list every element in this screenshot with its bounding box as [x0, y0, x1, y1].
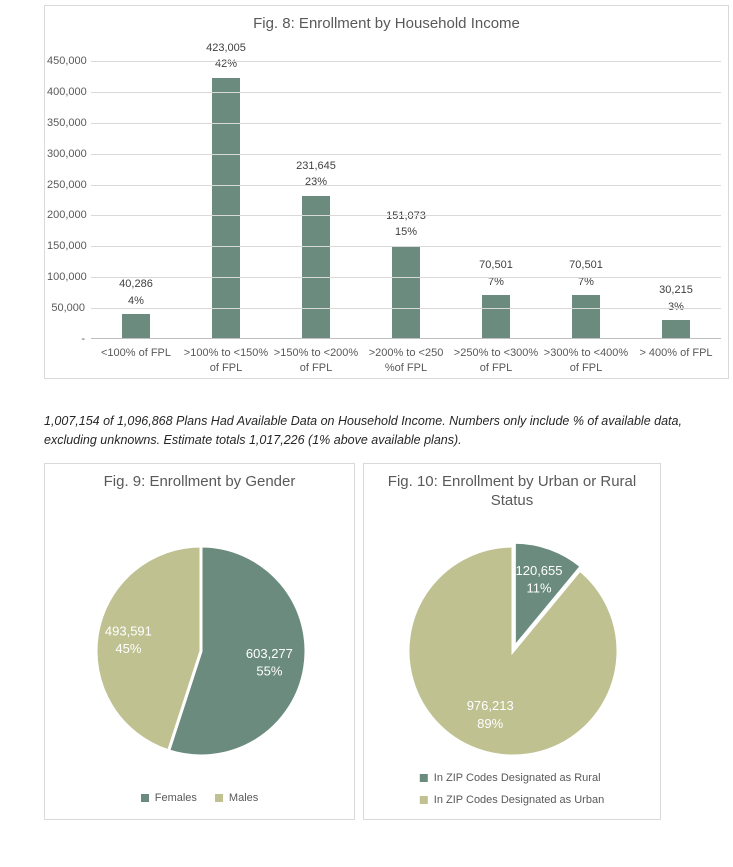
- y-tick-label: 200,000: [47, 209, 87, 222]
- x-axis-line: [91, 338, 721, 339]
- pie-slice-1: [166, 544, 308, 758]
- gridline: [91, 61, 721, 62]
- fig10-legend: In ZIP Codes Designated as Rural In ZIP C…: [419, 772, 605, 806]
- pie-data-label: 603,277 55%: [246, 646, 293, 679]
- bar-slot: 40,286 4%: [91, 61, 181, 339]
- y-tick-label: 250,000: [47, 178, 87, 191]
- y-tick-label: -: [81, 333, 85, 345]
- legend-swatch: [140, 794, 149, 802]
- bar-value-label: 40,286 4%: [119, 278, 153, 307]
- legend-label: In ZIP Codes Designated as Rural: [433, 772, 601, 784]
- bar-slot: 70,501 7%: [541, 61, 631, 339]
- bar-value-label: 151,073 15%: [386, 209, 426, 239]
- bar-value-label: 70,501 7%: [479, 259, 513, 288]
- pie-slice-2: [94, 544, 203, 753]
- fig8-x-axis: <100% of FPL >100% to <150% of FPL >150% t…: [91, 346, 721, 377]
- legend-label: In ZIP Codes Designated as Urban: [433, 794, 605, 806]
- fig8-title: Fig. 8: Enrollment by Household Income: [253, 15, 520, 32]
- fig9-pie-chart: Fig. 9: Enrollment by Gender 603,277 55% 4…: [44, 463, 355, 820]
- pie-slice-1: [512, 541, 584, 652]
- x-category-label: > 400% of FPL: [639, 347, 713, 359]
- gridline: [91, 277, 721, 279]
- bar-6: [572, 295, 600, 339]
- fig9-pie-graphic: 603,277 55% 493,591 45%: [94, 544, 308, 758]
- footnote-text: 1,007,154 of 1,096,868 Plans Had Availab…: [44, 414, 682, 448]
- y-tick-label: 350,000: [47, 116, 87, 129]
- gridline: [91, 184, 721, 186]
- bar-slot: 423,005 42%: [181, 42, 271, 339]
- fig10-pie-chart: Fig. 10: Enrollment by Urban or Rural St…: [363, 463, 661, 820]
- fig8-bar-chart: Fig. 8: Enrollment by Household Income -…: [44, 5, 729, 379]
- legend-label: Females: [154, 792, 197, 804]
- bar-7: [662, 320, 690, 339]
- x-category-label: <100% of FPL: [100, 347, 172, 359]
- legend-item: Females: [140, 792, 197, 804]
- bar-value-label: 423,005 42%: [206, 41, 246, 71]
- bar-2: [212, 77, 240, 339]
- bar-4: [392, 245, 420, 339]
- bar-5: [482, 295, 510, 339]
- fig8-plot-area: 40,286 4% 423,005 42% 231,645 23% 151,073 1…: [91, 42, 721, 339]
- pie-data-label: 493,591 45%: [105, 624, 152, 657]
- bar-slot: 231,645 23%: [271, 61, 361, 339]
- gridline: [91, 122, 721, 124]
- fig10-title: Fig. 10: Enrollment by Urban or Rural St…: [387, 473, 637, 509]
- gridline: [91, 215, 721, 217]
- pie-slice-2: [406, 544, 620, 758]
- x-category-label: >100% to <150% of FPL: [183, 347, 269, 375]
- y-tick-label: 100,000: [47, 271, 87, 284]
- y-tick-label: 50,000: [51, 302, 85, 315]
- fig10-pie-graphic: 120,655 11% 976,213 89%: [406, 541, 620, 758]
- x-category-label: >200% to <250 %of FPL: [368, 347, 444, 375]
- fig9-title: Fig. 9: Enrollment by Gender: [103, 473, 296, 490]
- legend-item: In ZIP Codes Designated as Urban: [419, 794, 605, 806]
- y-tick-label: 450,000: [47, 55, 87, 67]
- y-tick-label: 150,000: [47, 240, 87, 253]
- gridline: [91, 91, 721, 93]
- pie-data-label: 976,213 89%: [467, 698, 514, 731]
- legend-item: Males: [214, 792, 259, 804]
- bar-slot: 70,501 7%: [451, 61, 541, 339]
- x-category-label: >150% to <200% of FPL: [273, 347, 359, 375]
- legend-item: In ZIP Codes Designated as Rural: [419, 772, 601, 784]
- fig8-bar-series: 40,286 4% 423,005 42% 231,645 23% 151,073 1…: [91, 42, 721, 339]
- legend-swatch: [419, 796, 428, 804]
- gridline: [91, 308, 721, 310]
- x-category-label: >250% to <300% of FPL: [453, 347, 539, 375]
- pie-data-label: 120,655 11%: [516, 563, 563, 596]
- gridline: [91, 153, 721, 155]
- bar-value-label: 231,645 23%: [296, 159, 336, 189]
- legend-swatch: [419, 774, 428, 782]
- bar-1: [122, 314, 150, 339]
- bar-3: [302, 195, 330, 339]
- fig9-legend: Females Males: [45, 792, 354, 804]
- bar-value-label: 30,215 3%: [659, 284, 693, 313]
- legend-swatch: [214, 794, 223, 802]
- bar-slot: 151,073 15%: [361, 61, 451, 339]
- bar-value-label: 70,501 7%: [569, 259, 603, 288]
- y-tick-label: 400,000: [47, 85, 87, 98]
- gridline: [91, 246, 721, 248]
- legend-label: Males: [228, 792, 259, 804]
- y-tick-label: 300,000: [47, 147, 87, 160]
- x-category-label: >300% to <400% of FPL: [543, 347, 629, 375]
- bar-slot: 30,215 3%: [631, 61, 721, 339]
- fig8-y-axis: - 50,000 100,000 150,000 200,000 250,000 300,0…: [47, 55, 87, 345]
